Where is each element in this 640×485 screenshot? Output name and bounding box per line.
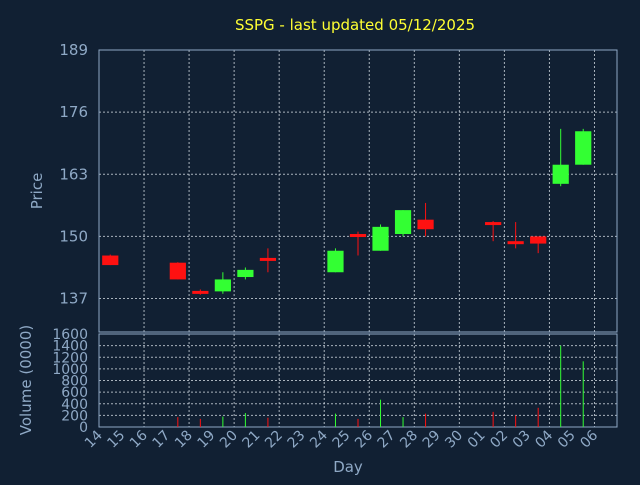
day-tick-label: 29 <box>420 428 444 452</box>
candle-body <box>552 164 569 184</box>
price-tick-label: 137 <box>59 290 88 308</box>
volume-tick-label: 600 <box>61 385 88 401</box>
price-tick-label: 189 <box>59 41 88 59</box>
day-tick-label: 25 <box>330 428 354 452</box>
day-tick-label: 28 <box>397 428 421 452</box>
chart-title: SSPG - last updated 05/12/2025 <box>235 16 475 34</box>
day-tick-label: 01 <box>465 428 489 452</box>
candle-body <box>530 236 547 244</box>
price-tick-label: 163 <box>59 165 88 183</box>
candle-body <box>507 241 524 245</box>
day-tick-label: 22 <box>262 428 286 452</box>
volume-tick-label: 1400 <box>52 339 88 355</box>
candle-body <box>169 262 186 280</box>
candle-body <box>237 269 254 278</box>
volume-tick-label: 0 <box>79 420 88 436</box>
price-tick-label: 176 <box>59 103 88 121</box>
volume-tick-label: 1000 <box>52 362 88 378</box>
day-tick-label: 24 <box>307 427 331 451</box>
volume-tick-label: 200 <box>61 408 88 424</box>
day-tick-label: 03 <box>510 428 534 452</box>
day-tick-label: 26 <box>352 427 376 451</box>
day-tick-label: 23 <box>285 428 309 452</box>
candle-body <box>327 250 344 273</box>
candle-body <box>417 219 434 230</box>
day-tick-label: 05 <box>555 428 579 452</box>
price-axis-label: Price <box>28 173 46 210</box>
candle-body <box>349 234 367 238</box>
day-tick-label: 17 <box>149 428 173 452</box>
candle-body <box>575 131 592 165</box>
candle-body <box>485 222 502 226</box>
day-tick-label: 06 <box>577 427 601 451</box>
day-tick-label: 21 <box>240 428 264 452</box>
day-tick-label: 02 <box>487 428 511 452</box>
candle-body <box>214 279 231 292</box>
day-tick-label: 16 <box>127 427 151 451</box>
candle-body <box>259 257 277 261</box>
candle-body <box>394 210 412 235</box>
day-tick-label: 19 <box>195 428 219 452</box>
volume-tick-label: 1200 <box>52 350 88 366</box>
day-tick-label: 18 <box>172 428 196 452</box>
day-tick-label: 15 <box>104 428 128 452</box>
day-tick-label: 27 <box>375 428 399 452</box>
candle-body <box>102 255 119 266</box>
day-axis-label: Day <box>333 458 363 476</box>
volume-axis-label: Volume (0000) <box>17 325 35 435</box>
price-tick-label: 150 <box>59 227 88 245</box>
day-tick-label: 20 <box>217 428 241 452</box>
volume-tick-label: 1600 <box>52 327 88 343</box>
volume-tick-label: 400 <box>61 397 88 413</box>
day-tick-label: 30 <box>442 428 466 452</box>
volume-tick-label: 800 <box>61 374 88 390</box>
candle-body <box>192 290 209 294</box>
price-panel-frame <box>98 49 618 333</box>
day-tick-label: 04 <box>532 427 556 451</box>
candle-body <box>372 226 389 251</box>
